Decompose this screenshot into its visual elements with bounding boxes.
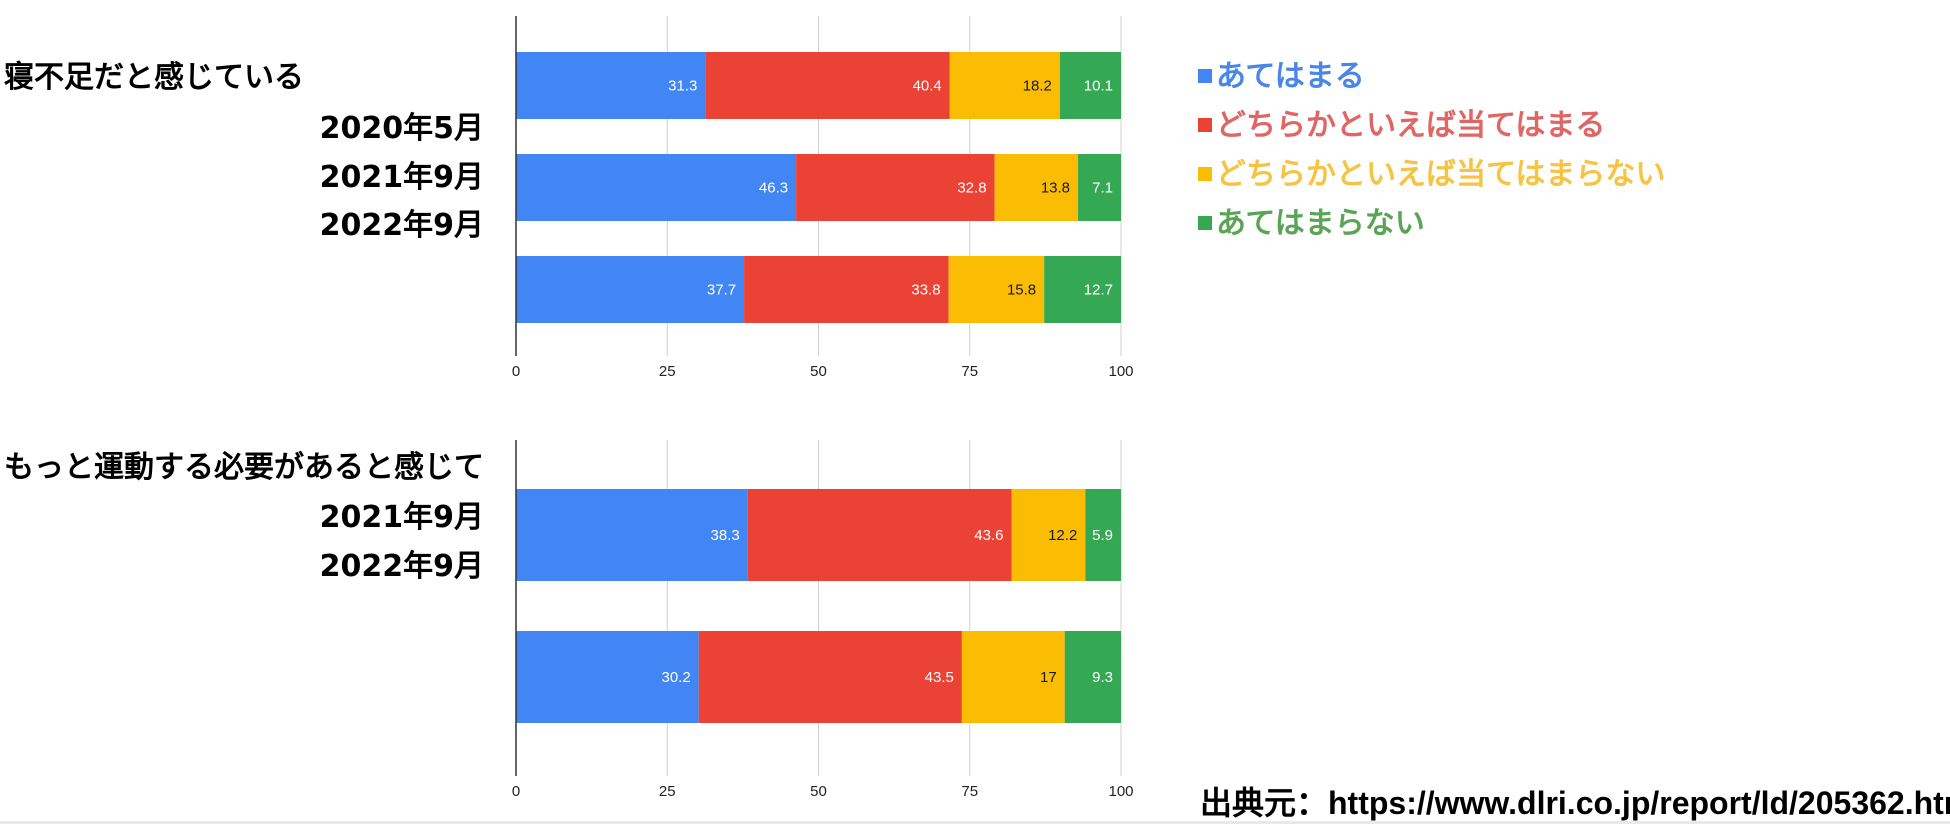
data-label-1-1: 32.8 <box>957 180 986 197</box>
x-tick-label-2: 50 <box>810 363 827 380</box>
data-label-0-2: 18.2 <box>1023 78 1052 95</box>
legend-swatch-3 <box>1198 215 1212 230</box>
chart1-year-label-1: 2021年9月 <box>319 160 484 195</box>
legend-item-3: あてはまらない <box>1198 195 1665 244</box>
legend-item-2: どちらかといえば当てはまらない <box>1198 146 1665 195</box>
data-label-0-2: 12.2 <box>1048 527 1077 544</box>
x-tick-label-2: 50 <box>810 783 827 800</box>
bar-segment-2-0 <box>516 256 745 323</box>
data-label-0-3: 5.9 <box>1092 527 1113 544</box>
bar-segment-0-0 <box>516 489 748 581</box>
bar-segment-1-0 <box>516 631 699 723</box>
x-tick-label-0: 0 <box>512 363 520 380</box>
data-label-0-0: 38.3 <box>711 527 740 544</box>
data-label-2-2: 15.8 <box>1007 282 1036 299</box>
chart2-year-label-0: 2021年9月 <box>319 500 484 535</box>
data-label-0-1: 40.4 <box>913 78 942 95</box>
legend-item-0: あてはまる <box>1198 48 1665 97</box>
data-label-2-1: 33.8 <box>911 282 940 299</box>
chart2-title: もっと運動する必要があると感じて <box>4 450 484 485</box>
source-citation: 出典元：https://www.dlri.co.jp/report/ld/205… <box>1200 785 1950 821</box>
bar-segment-0-1 <box>705 52 950 119</box>
data-label-2-0: 37.7 <box>707 282 736 299</box>
bar-segment-2-3 <box>1044 256 1121 323</box>
chart1-year-label-0: 2020年5月 <box>319 111 484 146</box>
bar-segment-2-1 <box>744 256 949 323</box>
data-label-1-0: 46.3 <box>759 180 788 197</box>
data-label-1-0: 30.2 <box>662 669 691 686</box>
bar-segment-0-0 <box>516 52 706 119</box>
data-label-0-1: 43.6 <box>974 527 1003 544</box>
chart1-title: 寝不足だと感じている <box>4 60 304 95</box>
bottom-divider <box>0 821 1950 824</box>
data-label-1-1: 43.5 <box>925 669 954 686</box>
bar-segment-2-2 <box>948 256 1045 323</box>
legend-swatch-0 <box>1198 68 1212 83</box>
legend-swatch-2 <box>1198 166 1212 181</box>
bar-segment-0-3 <box>1085 489 1121 581</box>
x-tick-label-4: 100 <box>1108 363 1133 380</box>
data-label-0-0: 31.3 <box>668 78 697 95</box>
legend-label-0: あてはまる <box>1216 58 1365 94</box>
data-label-1-3: 9.3 <box>1092 669 1113 686</box>
legend-item-1: どちらかといえば当てはまる <box>1198 97 1665 146</box>
legend-label-2: どちらかといえば当てはまらない <box>1216 156 1666 192</box>
legend-swatch-1 <box>1198 117 1212 132</box>
legend: あてはまる どちらかといえば当てはまる どちらかといえば当てはまらない あてはま… <box>1198 48 1665 244</box>
data-label-0-3: 10.1 <box>1084 78 1113 95</box>
x-tick-label-4: 100 <box>1108 783 1133 800</box>
legend-label-1: どちらかといえば当てはまる <box>1216 107 1606 143</box>
bar-segment-1-2 <box>961 631 1065 723</box>
x-tick-label-0: 0 <box>512 783 520 800</box>
x-tick-label-1: 25 <box>659 363 676 380</box>
bar-segment-1-1 <box>796 154 995 221</box>
bar-segment-1-1 <box>698 631 962 723</box>
x-tick-label-3: 75 <box>961 363 978 380</box>
chart2-year-label-1: 2022年9月 <box>319 549 484 584</box>
bar-segment-0-3 <box>1059 52 1121 119</box>
data-label-1-2: 13.8 <box>1041 180 1070 197</box>
stacked-bar-chart-sleep: 31.3 40.4 18.2 10.1 46.3 32.8 13.8 7.1 37.7 33.8 1… <box>512 16 1134 380</box>
data-label-2-3: 12.7 <box>1084 282 1113 299</box>
bar-segment-0-2 <box>949 52 1060 119</box>
x-tick-label-1: 25 <box>659 783 676 800</box>
stacked-bar-chart-exercise: 38.3 43.6 12.2 5.9 30.2 43.5 17 9.3 0 25 50 75 100 <box>512 440 1134 800</box>
x-tick-label-3: 75 <box>961 783 978 800</box>
chart1-year-label-2: 2022年9月 <box>319 208 484 243</box>
bar-segment-0-1 <box>747 489 1012 581</box>
bar-segment-1-3 <box>1064 631 1121 723</box>
data-label-1-2: 17 <box>1040 669 1057 686</box>
bar-segment-1-3 <box>1078 154 1121 221</box>
bar-segment-1-0 <box>516 154 797 221</box>
bar-segment-0-2 <box>1011 489 1086 581</box>
data-label-1-3: 7.1 <box>1092 180 1113 197</box>
legend-label-3: あてはまらない <box>1216 205 1425 241</box>
bar-segment-1-2 <box>994 154 1079 221</box>
